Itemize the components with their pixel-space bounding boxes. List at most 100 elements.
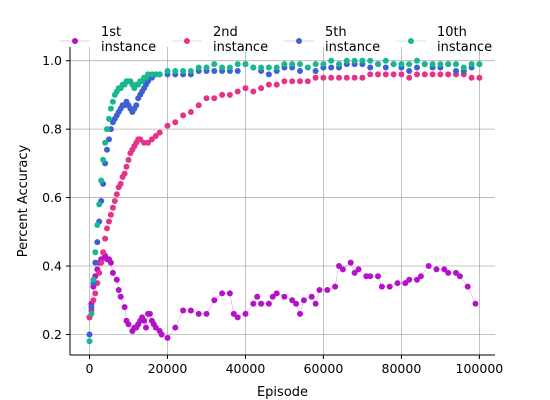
data-point: [273, 81, 280, 88]
data-point: [104, 126, 110, 133]
data-point: [468, 74, 475, 81]
data-point: [464, 283, 471, 290]
data-point: [332, 283, 339, 290]
data-point: [351, 269, 358, 276]
data-point: [297, 78, 303, 85]
y-tick-label: 0.6: [42, 190, 62, 205]
data-point: [414, 276, 420, 283]
data-point: [375, 61, 381, 68]
data-point: [339, 266, 346, 273]
axes: [69, 47, 495, 356]
data-point: [234, 314, 241, 321]
legend: 1st instance 2nd instance 5th instance 10th ins…: [60, 25, 492, 55]
data-point: [92, 249, 99, 256]
data-point: [398, 61, 405, 68]
data-point: [148, 136, 155, 143]
data-point: [406, 276, 413, 283]
data-point: [433, 266, 440, 273]
data-point: [382, 57, 389, 64]
data-point: [437, 61, 444, 68]
data-point: [226, 91, 233, 98]
data-point: [414, 57, 420, 64]
data-point: [107, 105, 114, 112]
data-point: [123, 163, 130, 170]
data-point: [211, 61, 218, 68]
data-point: [289, 61, 296, 68]
data-point: [382, 71, 389, 78]
data-point: [316, 287, 323, 293]
x-tick-label: 60000: [304, 361, 344, 376]
x-tick-label: 20000: [148, 361, 188, 376]
legend-marker: [296, 38, 302, 44]
data-point: [312, 68, 319, 74]
data-point: [265, 81, 272, 88]
data-point: [297, 310, 303, 317]
data-point: [250, 64, 257, 71]
data-point: [234, 88, 241, 95]
data-point: [172, 68, 179, 74]
data-point: [476, 74, 483, 81]
data-point: [367, 64, 374, 71]
data-point: [137, 136, 144, 143]
data-point: [304, 78, 311, 85]
data-point: [273, 64, 280, 71]
data-point: [96, 269, 103, 276]
data-point: [445, 269, 452, 276]
data-point: [265, 71, 272, 78]
data-point: [265, 300, 272, 307]
data-point: [456, 273, 463, 280]
y-tick-label: 0.2: [42, 327, 62, 342]
data-point: [98, 259, 105, 266]
data-point: [164, 122, 171, 129]
data-point: [234, 61, 241, 68]
data-point: [94, 222, 101, 228]
data-point: [121, 304, 128, 311]
data-point: [390, 61, 397, 68]
data-point: [304, 64, 311, 71]
data-point: [300, 297, 307, 304]
data-point: [250, 300, 257, 307]
data-point: [125, 321, 132, 328]
data-point: [121, 170, 128, 177]
x-tick-label: 80000: [382, 361, 422, 376]
data-point: [226, 290, 233, 297]
data-point: [195, 64, 202, 71]
data-point: [172, 324, 179, 331]
data-point: [367, 57, 374, 64]
data-point: [336, 74, 342, 81]
data-point: [203, 310, 210, 317]
data-point: [328, 64, 335, 71]
data-point: [312, 74, 319, 81]
data-point: [351, 74, 358, 81]
data-point: [90, 297, 97, 304]
data-point: [143, 324, 149, 331]
data-point: [187, 307, 194, 314]
data-point: [104, 146, 110, 153]
data-point: [254, 293, 261, 300]
data-point: [386, 283, 393, 290]
data-point: [90, 276, 97, 283]
data-point: [297, 68, 303, 74]
data-point: [336, 263, 342, 269]
data-point: [88, 304, 95, 311]
data-point: [328, 57, 335, 64]
data-point: [421, 61, 428, 68]
data-point: [351, 57, 358, 64]
data-point: [281, 78, 288, 85]
data-point: [343, 57, 350, 64]
data-point: [242, 310, 249, 317]
data-point: [113, 276, 120, 283]
data-point: [88, 310, 95, 317]
data-point: [152, 133, 159, 139]
data-point: [417, 273, 424, 280]
data-point: [445, 61, 452, 68]
x-tick-label: 0: [86, 361, 94, 376]
data-point: [312, 300, 319, 307]
data-point: [297, 61, 303, 68]
data-point: [476, 61, 483, 68]
data-point: [187, 68, 194, 74]
data-point: [378, 283, 385, 290]
data-point: [211, 297, 218, 304]
data-point: [133, 102, 140, 109]
